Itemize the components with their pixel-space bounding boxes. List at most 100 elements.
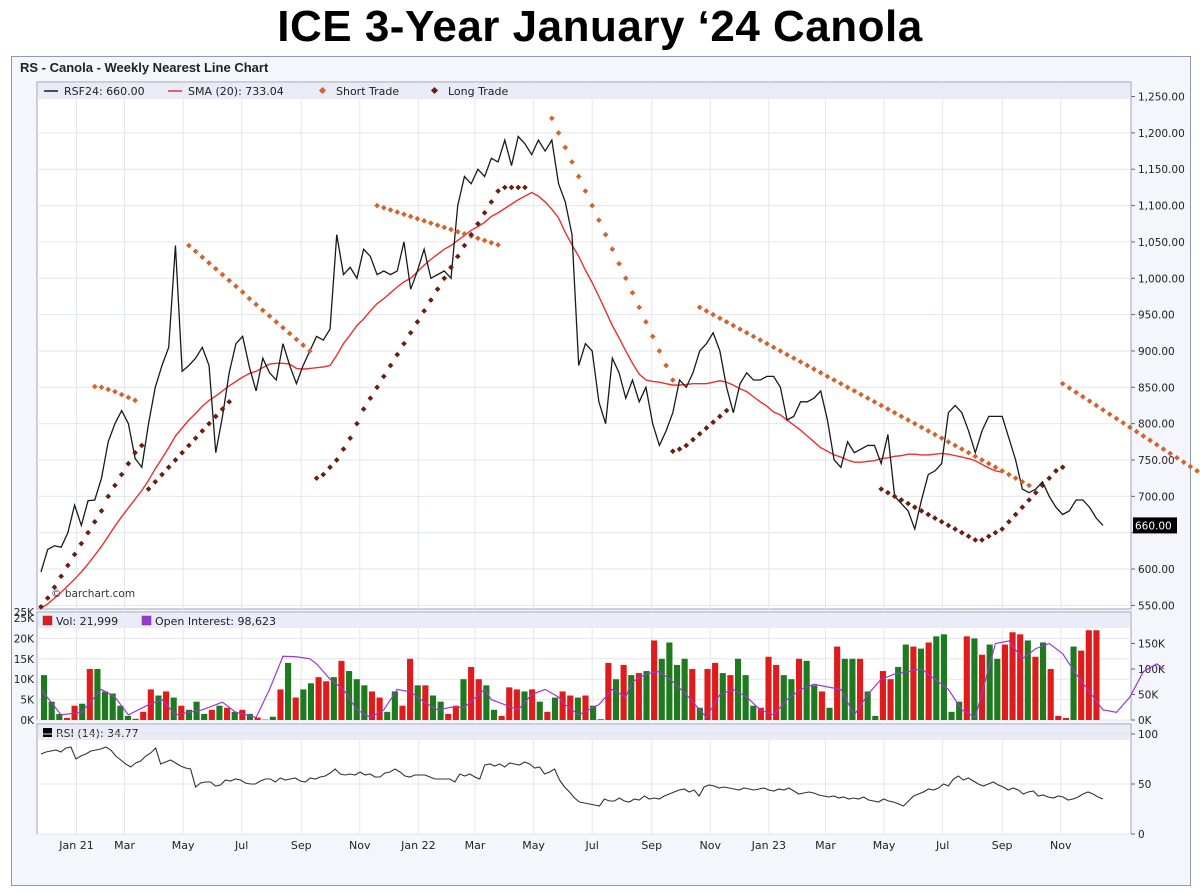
volume-bar bbox=[956, 701, 963, 720]
short-trade-marker bbox=[891, 409, 898, 416]
volume-bar bbox=[719, 673, 726, 720]
short-trade-marker bbox=[112, 388, 118, 395]
long-trade-marker bbox=[932, 515, 938, 521]
last-value-box bbox=[1133, 517, 1177, 534]
volume-bar bbox=[323, 681, 330, 720]
short-trade-marker bbox=[797, 359, 804, 365]
volume-bar bbox=[826, 707, 833, 720]
volume-bar bbox=[155, 695, 162, 720]
oi-right-label: 150K bbox=[1138, 639, 1166, 651]
short-trade-marker bbox=[192, 248, 199, 255]
short-trade-marker bbox=[750, 333, 757, 340]
short-trade-marker bbox=[918, 424, 925, 431]
vol-legend-label: Vol: 21,999 bbox=[56, 615, 118, 628]
volume-bar bbox=[917, 648, 925, 720]
short-trade-marker bbox=[1133, 428, 1140, 435]
short-trade-marker bbox=[938, 435, 945, 442]
long-trade-marker bbox=[952, 526, 958, 532]
volume-bar bbox=[452, 705, 459, 720]
long-trade-marker bbox=[891, 493, 898, 500]
volume-bar bbox=[712, 662, 719, 720]
short-trade-marker bbox=[1073, 389, 1079, 396]
rsi-panel bbox=[36, 723, 1132, 835]
volume-bar bbox=[460, 679, 467, 720]
long-trade-marker bbox=[959, 529, 965, 536]
long-trade-marker bbox=[508, 184, 515, 191]
long-trade-marker bbox=[387, 362, 394, 369]
price-legend-label: SMA (20): 733.04 bbox=[188, 85, 284, 98]
long-trade-marker bbox=[428, 297, 434, 303]
long-trade-marker bbox=[206, 420, 212, 427]
short-trade-marker bbox=[824, 373, 831, 380]
short-trade-marker bbox=[475, 235, 481, 242]
price-y-label: 750.00 bbox=[1138, 455, 1175, 467]
volume-bar bbox=[864, 691, 871, 720]
volume-bar bbox=[414, 685, 421, 720]
short-trade-marker bbox=[1086, 398, 1093, 404]
volume-bar bbox=[651, 640, 658, 720]
price-legend-strip bbox=[38, 83, 1130, 99]
short-trade-marker bbox=[273, 319, 280, 325]
x-tick-label: Nov bbox=[1050, 839, 1072, 852]
long-trade-marker bbox=[676, 446, 683, 452]
short-trade-marker bbox=[1012, 475, 1019, 481]
short-trade-marker bbox=[905, 417, 911, 423]
volume-bar bbox=[643, 671, 650, 720]
volume-bar bbox=[742, 675, 749, 720]
price-panel bbox=[36, 81, 1132, 610]
price-y-label: 800.00 bbox=[1138, 419, 1175, 431]
short-trade-marker bbox=[622, 275, 629, 282]
short-trade-marker bbox=[643, 319, 649, 325]
volume-bar bbox=[978, 654, 986, 720]
short-trade-marker bbox=[770, 344, 777, 351]
short-trade-marker bbox=[602, 231, 609, 238]
short-trade-marker bbox=[858, 391, 864, 398]
long-trade-marker bbox=[1039, 482, 1046, 489]
volume-bar bbox=[620, 664, 627, 720]
oi-right-label: 50K bbox=[1138, 690, 1159, 702]
short-trade-marker bbox=[817, 369, 824, 376]
long-trade-marker bbox=[179, 449, 185, 456]
short-trade-marker bbox=[575, 173, 582, 180]
volume-bar bbox=[277, 689, 284, 720]
rsi-y-label: 100 bbox=[1138, 729, 1158, 741]
volume-bar bbox=[818, 691, 825, 720]
oi-right-label: 100K bbox=[1138, 664, 1166, 676]
short-trade-marker bbox=[132, 397, 138, 404]
volume-bar bbox=[590, 705, 597, 720]
long-trade-marker bbox=[132, 449, 138, 456]
long-trade-marker bbox=[199, 428, 206, 434]
long-trade-marker bbox=[313, 475, 320, 481]
volume-bar bbox=[178, 705, 185, 720]
short-trade-marker bbox=[1180, 459, 1187, 465]
short-trade-marker bbox=[811, 366, 817, 372]
short-trade-marker bbox=[838, 380, 844, 387]
volume-bar bbox=[483, 685, 490, 720]
volume-bar bbox=[765, 656, 772, 720]
long-trade-marker bbox=[1032, 489, 1039, 496]
price-y-label: 700.00 bbox=[1138, 491, 1175, 503]
short-trade-marker bbox=[1167, 450, 1174, 457]
short-trade-marker bbox=[91, 383, 98, 390]
short-trade-marker bbox=[898, 413, 905, 420]
long-trade-marker bbox=[407, 329, 414, 336]
volume-bar bbox=[963, 636, 970, 720]
price-y-label: 1,100.00 bbox=[1138, 201, 1185, 213]
long-trade-marker bbox=[145, 486, 152, 492]
short-trade-marker bbox=[717, 315, 723, 322]
volume-left-label: 5K bbox=[20, 695, 35, 707]
volume-bar bbox=[48, 701, 55, 720]
long-trade-marker bbox=[448, 264, 454, 271]
x-tick-label: Jan 23 bbox=[751, 839, 786, 852]
volume-left-label: 20K bbox=[14, 633, 35, 645]
short-trade-marker bbox=[992, 464, 999, 471]
short-trade-marker bbox=[945, 438, 952, 445]
short-trade-marker bbox=[1093, 402, 1100, 409]
volume-bar bbox=[1085, 630, 1092, 720]
volume-bar bbox=[1047, 669, 1054, 720]
volume-bar bbox=[338, 660, 345, 720]
long-trade-marker bbox=[138, 442, 145, 449]
volume-bar bbox=[521, 691, 528, 720]
short-trade-marker bbox=[199, 254, 206, 261]
short-trade-marker bbox=[125, 394, 132, 401]
